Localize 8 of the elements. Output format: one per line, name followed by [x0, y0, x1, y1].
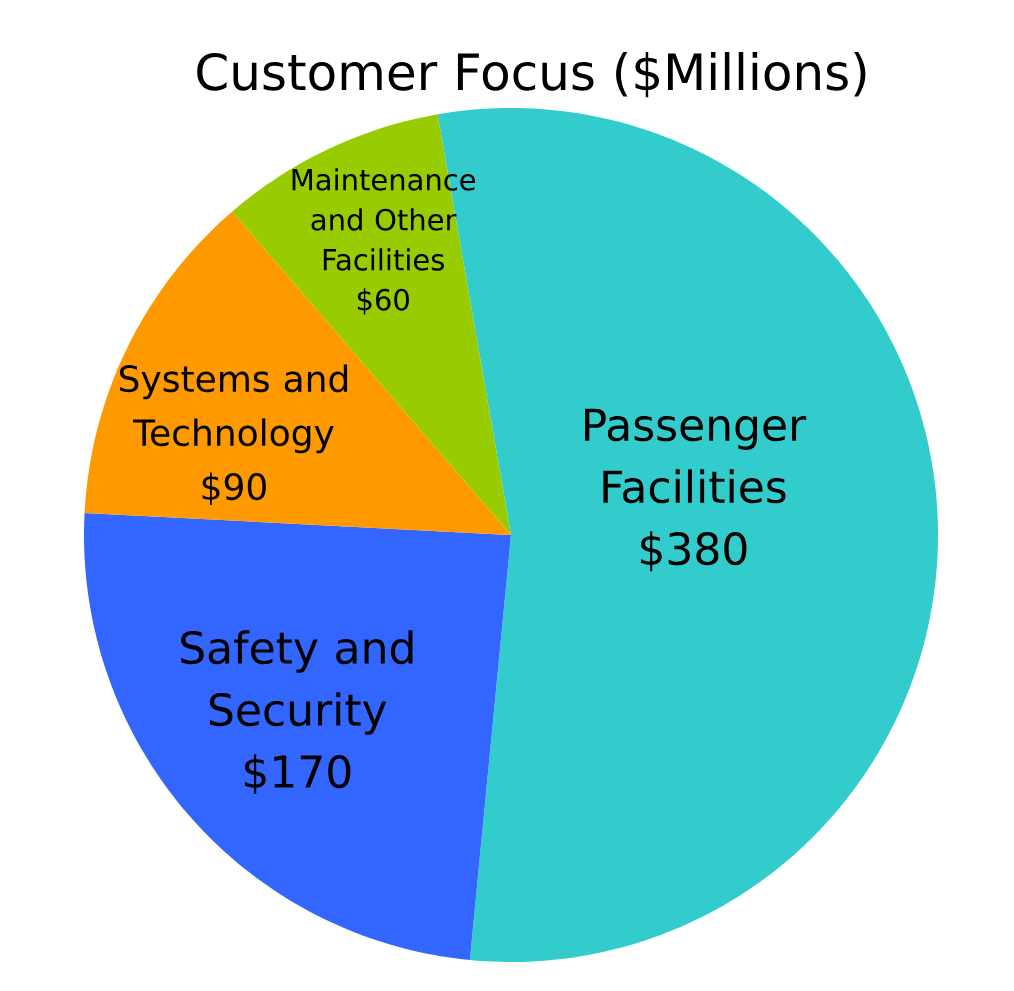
data-label: $170 [244, 754, 351, 795]
slice-label: Safety and Security [181, 630, 413, 735]
data-label: $90 [202, 472, 266, 506]
slice-label: Passenger Facilities [585, 408, 807, 504]
data-label: $380 [641, 531, 747, 572]
chart-title: Customer Focus ($Millions) [197, 52, 866, 98]
slice-label: Systems and Technology [119, 364, 348, 454]
data-label: $60 [357, 288, 409, 315]
